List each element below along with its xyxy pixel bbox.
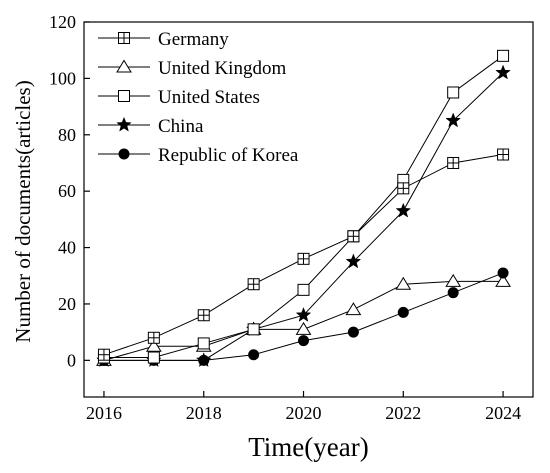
legend-marker <box>116 116 132 132</box>
legend-marker <box>116 59 132 73</box>
plot-frame <box>83 21 534 398</box>
x-tick-label: 2022 <box>385 403 421 423</box>
series-china <box>96 64 511 367</box>
data-point-republic-of-korea <box>347 326 359 338</box>
data-point-republic-of-korea <box>298 335 310 347</box>
data-point-china <box>345 253 362 269</box>
legend-item-germany: Germany <box>98 29 229 50</box>
y-tick-label: 100 <box>49 68 76 88</box>
data-point-china <box>195 352 212 367</box>
legend: Germany United Kingdom United States China R… <box>98 29 299 166</box>
data-point-china <box>445 112 461 128</box>
series-germany <box>97 148 510 361</box>
data-point-united-states <box>447 86 460 99</box>
data-point-germany <box>197 309 210 322</box>
x-tick-label: 2016 <box>86 403 122 423</box>
legend-item-china: China <box>98 116 204 137</box>
data-point-united-states <box>197 337 210 350</box>
y-tick-label: 20 <box>58 294 76 314</box>
data-point-germany <box>97 348 110 361</box>
legend-label: China <box>158 116 204 137</box>
data-point-republic-of-korea <box>397 306 409 318</box>
y-tick-label: 40 <box>58 238 76 258</box>
data-point-germany <box>497 148 510 161</box>
legend-marker <box>118 90 130 102</box>
x-axis-title: Time(year) <box>248 432 368 462</box>
x-tick-label: 2018 <box>186 403 222 423</box>
y-tick-label: 0 <box>67 350 76 370</box>
y-axis-title: Number of documents(articles) <box>11 80 35 342</box>
data-point-china <box>395 202 412 218</box>
legend-label: United States <box>158 87 260 108</box>
data-point-china <box>295 307 312 322</box>
legend-label: Republic of Korea <box>158 145 299 166</box>
legend-item-united-kingdom: United Kingdom <box>98 58 286 79</box>
data-point-germany <box>347 230 360 243</box>
legend-marker <box>118 32 130 44</box>
data-point-united-kingdom <box>445 273 462 287</box>
legend-item-republic-of-korea: Republic of Korea <box>98 145 299 166</box>
x-tick-label: 2024 <box>485 403 521 423</box>
x-axis: 2016 2018 2020 2022 2024 <box>86 391 521 423</box>
data-point-republic-of-korea <box>447 287 459 299</box>
data-point-united-kingdom <box>295 321 312 335</box>
data-point-united-states <box>247 323 260 336</box>
data-point-united-kingdom <box>395 276 412 290</box>
data-point-united-states <box>297 283 310 296</box>
y-tick-label: 80 <box>58 125 76 145</box>
data-point-germany <box>247 278 260 291</box>
y-tick-label: 60 <box>58 181 76 201</box>
legend-item-united-states: United States <box>98 87 260 108</box>
legend-marker <box>118 148 130 160</box>
data-point-united-states <box>147 351 160 364</box>
data-point-china <box>495 64 511 80</box>
data-point-republic-of-korea <box>497 267 509 279</box>
data-point-germany <box>297 252 310 265</box>
x-tick-label: 2020 <box>286 403 322 423</box>
series-layer <box>96 49 511 367</box>
legend-label: United Kingdom <box>158 58 286 79</box>
data-point-germany <box>147 331 160 344</box>
data-point-germany <box>447 156 460 169</box>
data-point-united-states <box>497 49 510 62</box>
data-point-germany <box>397 182 410 195</box>
data-point-united-kingdom <box>345 302 362 316</box>
y-tick-label: 120 <box>49 12 76 32</box>
legend-label: Germany <box>158 29 229 50</box>
data-point-united-kingdom <box>495 273 511 287</box>
y-axis: 0 20 40 60 80 100 120 <box>49 12 90 370</box>
data-point-united-kingdom <box>145 338 162 352</box>
plot-border <box>83 21 534 398</box>
data-point-republic-of-korea <box>248 349 260 361</box>
